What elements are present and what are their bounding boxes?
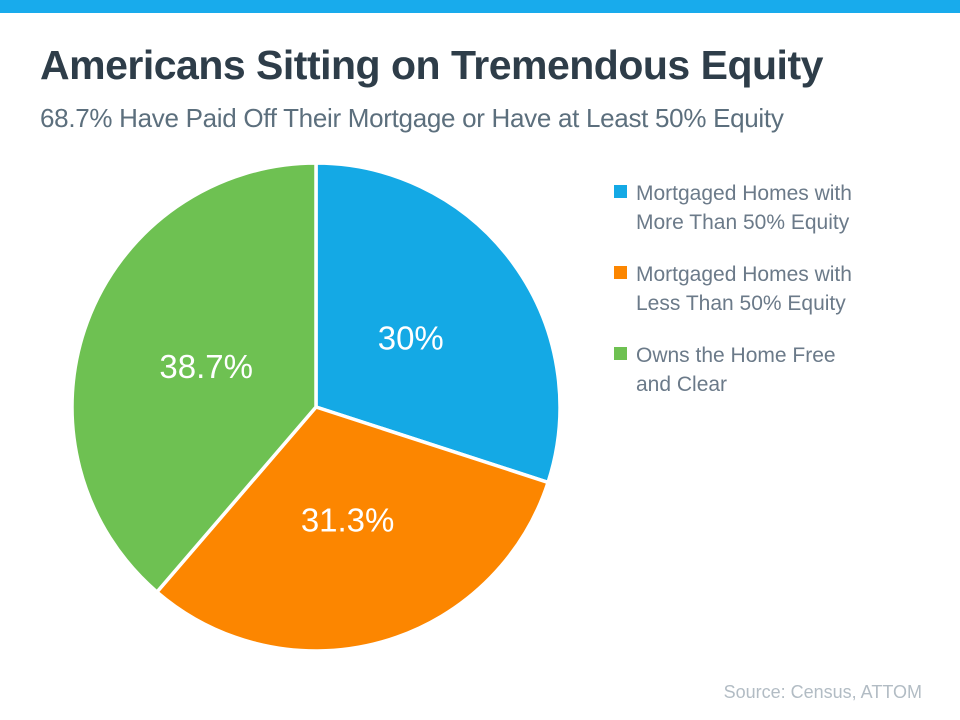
legend-label: Owns the Home Free and Clear — [636, 341, 836, 399]
legend-item-owns-free-and-clear: Owns the Home Free and Clear — [614, 341, 914, 399]
legend-label-line: Mortgaged Homes with — [636, 182, 852, 205]
pie-slice-0 — [314, 161, 562, 485]
legend-item-less-than-50-equity: Mortgaged Homes with Less Than 50% Equit… — [614, 260, 914, 318]
legend-label: Mortgaged Homes with More Than 50% Equit… — [636, 179, 852, 237]
pie-slice-2 — [70, 161, 318, 594]
pie-chart: 30% 31.3% 38.7% — [70, 161, 562, 653]
pie-slice-label-1: 31.3% — [301, 501, 395, 538]
pie-slice-label-0: 30% — [378, 320, 444, 357]
top-accent-bar — [0, 0, 960, 13]
page-title: Americans Sitting on Tremendous Equity — [40, 42, 823, 88]
legend-item-more-than-50-equity: Mortgaged Homes with More Than 50% Equit… — [614, 179, 914, 237]
source-attribution: Source: Census, ATTOM — [723, 682, 922, 702]
legend-label-line: Less Than 50% Equity — [636, 292, 846, 315]
legend-swatch-blue — [614, 185, 627, 198]
legend-label-line: Owns the Home Free — [636, 344, 836, 367]
legend-label-line: and Clear — [636, 373, 728, 396]
pie-slice-label-2: 38.7% — [159, 348, 253, 385]
legend-label-line: More Than 50% Equity — [636, 211, 850, 234]
page-subtitle: 68.7% Have Paid Off Their Mortgage or Ha… — [40, 103, 784, 133]
chart-legend: Mortgaged Homes with More Than 50% Equit… — [614, 179, 914, 422]
legend-label: Mortgaged Homes with Less Than 50% Equit… — [636, 260, 852, 318]
legend-swatch-green — [614, 347, 627, 360]
legend-label-line: Mortgaged Homes with — [636, 263, 852, 286]
legend-swatch-orange — [614, 266, 627, 279]
pie-slice-1 — [155, 405, 550, 653]
